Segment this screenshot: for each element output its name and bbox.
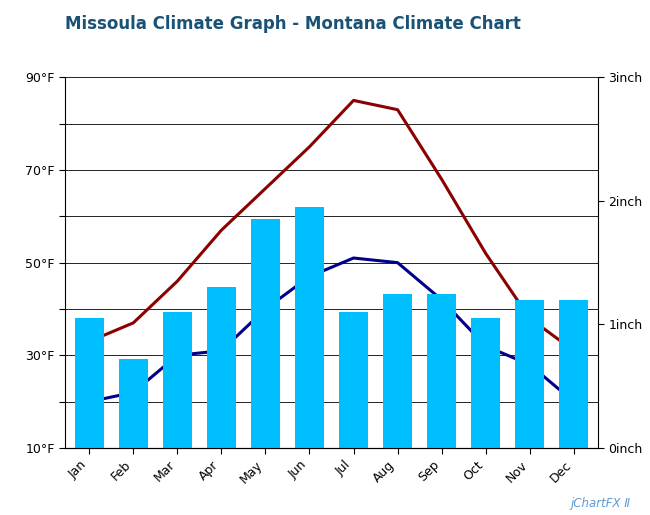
Bar: [207, 287, 236, 448]
Bar: [515, 300, 544, 448]
Text: jChartFX Ⅱ: jChartFX Ⅱ: [571, 497, 630, 510]
Text: Missoula Climate Graph - Montana Climate Chart: Missoula Climate Graph - Montana Climate…: [65, 15, 521, 33]
Bar: [119, 359, 148, 448]
Bar: [75, 318, 103, 448]
Bar: [560, 300, 588, 448]
Bar: [471, 318, 500, 448]
Bar: [251, 219, 280, 448]
Bar: [427, 294, 456, 448]
Bar: [295, 207, 324, 448]
Bar: [339, 312, 368, 448]
Bar: [163, 312, 192, 448]
Bar: [384, 294, 412, 448]
